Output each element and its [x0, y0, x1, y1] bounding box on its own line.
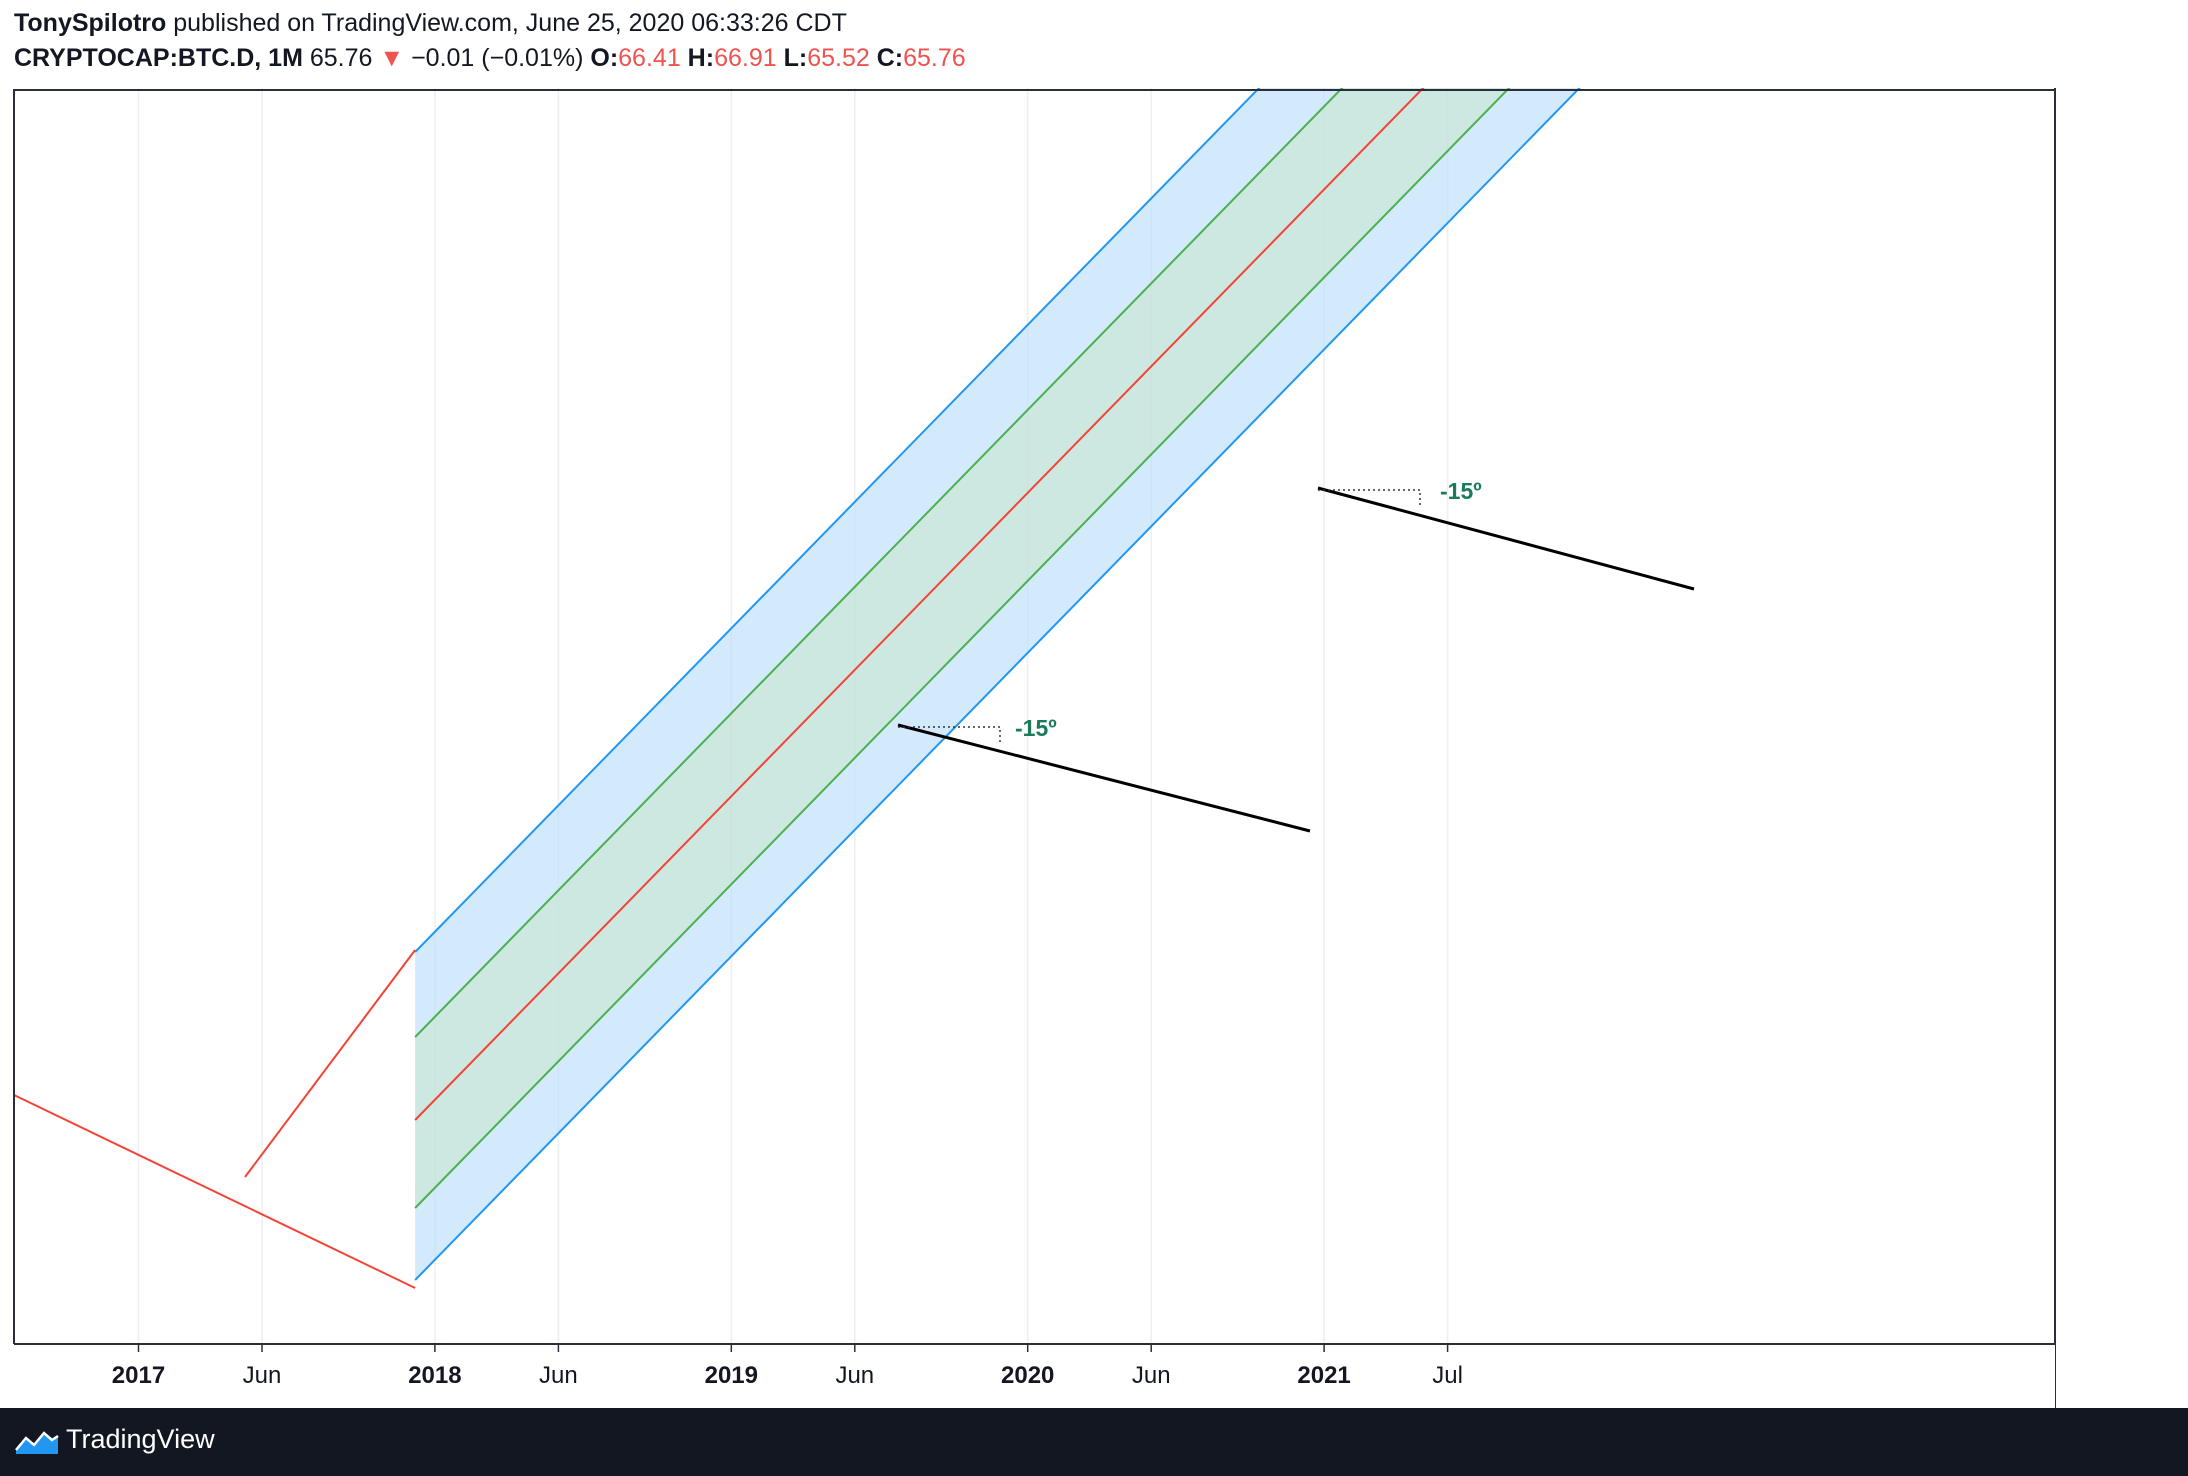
time-tick-label: 2019 [705, 1362, 758, 1389]
author-name[interactable]: TonySpilotro [14, 9, 167, 37]
regression-channel [414, 88, 1581, 1281]
symbol-name[interactable]: CRYPTOCAP:BTC.D, 1M [14, 44, 303, 72]
drawings: -15º-15º16.85 (30.19%) 168520.44 (30.22%… [897, 478, 1695, 833]
high-label: H: [687, 44, 715, 72]
published-text: published on TradingView.com, June 25, 2… [173, 9, 847, 37]
price-change: −0.01 (−0.01%) [411, 44, 584, 72]
price-chart[interactable]: -15º-15º16.85 (30.19%) 168520.44 (30.22%… [0, 88, 2188, 1408]
pitchfork-lines [13, 949, 416, 1289]
low-value: 65.52 [807, 44, 870, 72]
publish-line: TonySpilotro published on TradingView.co… [14, 9, 847, 38]
time-tick-label: Jun [1132, 1362, 1171, 1389]
angle-marker-1 [898, 726, 1001, 745]
pitchfork-handle-line [13, 1094, 416, 1289]
time-tick-label: Jul [1432, 1362, 1463, 1389]
open-value: 66.41 [618, 44, 681, 72]
channel-median-line [414, 88, 1425, 1121]
chart-header: TonySpilotro published on TradingView.co… [0, 0, 2188, 88]
pitchfork-base-line [244, 949, 416, 1178]
low-label: L: [783, 44, 808, 72]
time-tick-label: Jun [539, 1362, 578, 1389]
time-tick-label: 2020 [1001, 1362, 1054, 1389]
chart-frame [0, 88, 2188, 1408]
trendline-2018 [897, 723, 1311, 833]
channel-inner-lower-line [414, 88, 1511, 1209]
angle-marker-2 [1318, 489, 1421, 508]
time-tick-label: 2017 [112, 1362, 165, 1389]
tradingview-logo-icon[interactable] [14, 1428, 60, 1456]
change-arrow: ▼ [379, 44, 405, 72]
high-value: 66.91 [714, 44, 777, 72]
footer-bar [0, 1408, 2188, 1476]
time-axis[interactable]: 2017 Jun 2018 Jun 2019 Jun 2020 Jun 2021 Jul [112, 1344, 1463, 1389]
open-label: O: [590, 44, 619, 72]
time-tick-label: 2018 [408, 1362, 461, 1389]
angle-label-2: -15º [1440, 478, 1482, 504]
time-axis-bg [0, 1344, 2055, 1408]
close-value: 65.76 [903, 44, 966, 72]
channel-lower-line [414, 88, 1581, 1281]
close-label: C: [876, 44, 904, 72]
channel-inner-upper-line [414, 88, 1344, 1038]
tradingview-brand[interactable]: TradingView [66, 1424, 215, 1454]
channel-upper-line [414, 88, 1261, 953]
angle-label-1: -15º [1015, 715, 1057, 741]
last-price: 65.76 [309, 44, 373, 72]
symbol-line: CRYPTOCAP:BTC.D, 1M 65.76 ▼ −0.01 (−0.01… [14, 44, 966, 73]
time-tick-label: Jun [835, 1362, 874, 1389]
price-axis-bg [2055, 88, 2188, 1408]
time-tick-label: Jun [243, 1362, 282, 1389]
time-tick-label: 2021 [1297, 1362, 1350, 1389]
trendline-2019 [1317, 486, 1695, 591]
